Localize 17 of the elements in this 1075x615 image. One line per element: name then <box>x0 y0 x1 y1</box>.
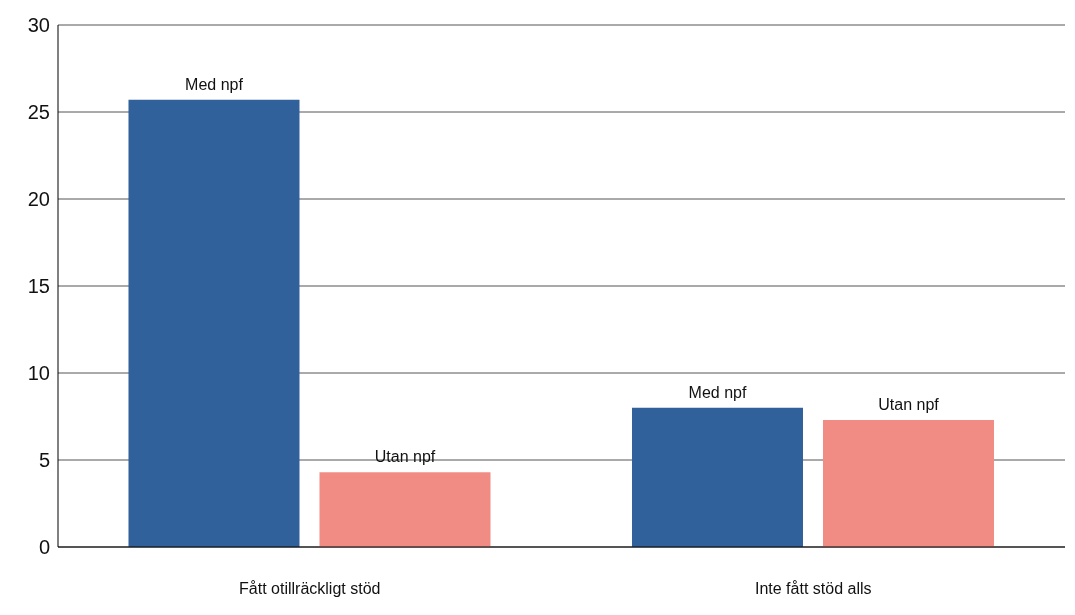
y-tick-label: 20 <box>27 188 50 211</box>
bar <box>631 407 803 547</box>
bar <box>128 99 300 547</box>
text: Utan npf <box>878 395 939 413</box>
x-tick-label: Inte fått stöd alls <box>754 580 872 598</box>
y-tick-label: 30 <box>27 14 50 37</box>
bar <box>319 472 491 547</box>
text: Med npf <box>688 383 747 401</box>
y-tick-label: 5 <box>38 449 50 472</box>
y-tick-label: 10 <box>27 362 50 385</box>
series-label: Utan npf <box>374 448 436 466</box>
bar <box>822 419 994 547</box>
x-tick-label: Fått otillräckligt stöd <box>239 580 381 598</box>
y-tick-label: 25 <box>27 101 50 124</box>
y-tick-label: 15 <box>27 275 50 298</box>
y-tick-label: 0 <box>38 536 50 559</box>
series-label: Med npf <box>185 75 244 93</box>
